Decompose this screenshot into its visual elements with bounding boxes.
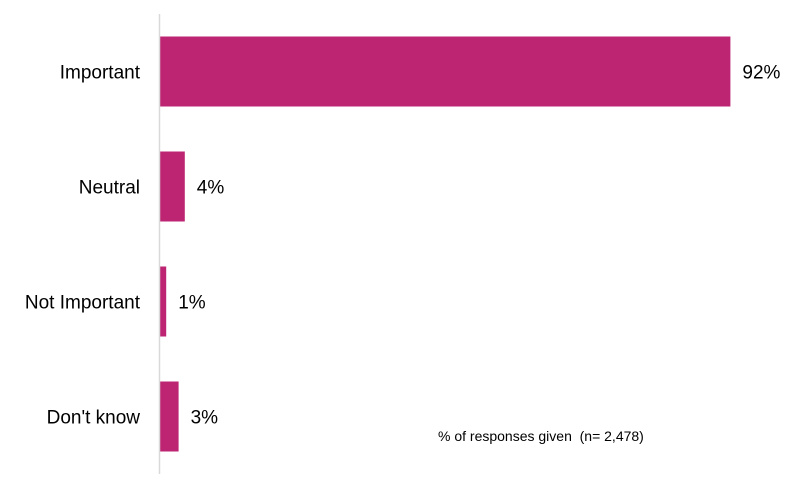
bar-3 (160, 381, 179, 452)
bar-1 (160, 151, 185, 222)
category-label-0: Important (60, 63, 141, 84)
sample-size-note: % of responses given (n= 2,478) (438, 428, 644, 444)
value-label-3: 3% (191, 408, 219, 429)
bars-layer (160, 36, 731, 452)
category-label-2: Not Important (25, 293, 141, 314)
value-label-0: 92% (742, 63, 780, 84)
category-label-1: Neutral (79, 178, 140, 199)
bar-0 (160, 36, 731, 107)
bar-2 (160, 266, 167, 337)
value-label-2: 1% (178, 293, 206, 314)
value-label-1: 4% (197, 178, 225, 199)
labels-layer: Important 92% Neutral 4% Not Important 1% Don'… (25, 63, 781, 429)
category-label-3: Don't know (47, 408, 141, 429)
